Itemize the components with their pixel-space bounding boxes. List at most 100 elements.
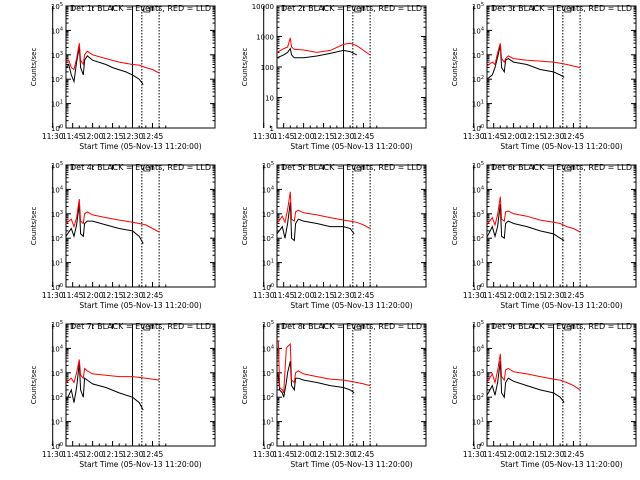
plot-frame: [486, 5, 637, 129]
panel-det-8: 10010110210310410511:3011:4512:0012:1512…: [241, 320, 427, 469]
x-tick-label: 12:15: [313, 291, 335, 300]
x-tick-label: 12:00: [293, 450, 315, 459]
plot-frame: [276, 5, 427, 129]
y-tick-label: 105: [472, 161, 484, 170]
panel-title: Det 3: BLACK = Events, RED = LLD: [491, 4, 632, 13]
bracket-marker: [564, 325, 572, 331]
plot-frame: [486, 323, 637, 447]
plot-frame: [486, 164, 637, 288]
x-tick-label: 11:45: [483, 291, 505, 300]
series-line-lld: [487, 43, 581, 69]
y-tick-label: 104: [472, 344, 484, 353]
plot-frame: [276, 164, 427, 288]
x-tick-label: 11:30: [42, 132, 64, 141]
y-tick-label: 103: [472, 51, 484, 60]
y-tick-label: 105: [472, 320, 484, 329]
y-axis-label: Counts/sec: [30, 366, 38, 405]
series-line-events: [277, 202, 355, 242]
x-tick-label: 11:45: [273, 450, 295, 459]
panel-det-9: 10010110210310410511:3011:4512:0012:1512…: [451, 320, 637, 469]
y-tick-label: 105: [262, 161, 274, 170]
panel-det-3: 10010110210310410511:3011:4512:0012:1512…: [451, 2, 637, 151]
y-tick-label: 101: [472, 100, 484, 109]
x-tick-label: 12:30: [543, 132, 565, 141]
y-tick-label: 102: [262, 234, 274, 243]
x-tick-label: 11:30: [253, 450, 275, 459]
x-tick-label: 11:45: [62, 291, 84, 300]
x-tick-label: 12:30: [543, 450, 565, 459]
x-tick-label: 11:45: [62, 450, 84, 459]
y-axis-label: Counts/sec: [451, 48, 459, 87]
panel-title: Det 9: BLACK = Events, RED = LLD: [491, 322, 632, 331]
y-tick-label: 102: [472, 393, 484, 402]
y-tick-label: 10000: [252, 3, 274, 11]
series-line-lld: [277, 191, 371, 229]
x-tick-label: 12:00: [82, 450, 104, 459]
y-tick-label: 102: [51, 75, 63, 84]
y-tick-label: 100: [261, 64, 274, 72]
x-tick-label: 12:45: [563, 291, 585, 300]
y-tick-label: 102: [472, 234, 484, 243]
y-axis-label: Counts/sec: [241, 366, 249, 405]
x-axis-label: Start Time (05-Nov-13 11:20:00): [79, 301, 201, 310]
bracket-marker: [564, 7, 572, 13]
panel-title: Det 8: BLACK = Events, RED = LLD: [281, 322, 422, 331]
x-tick-label: 12:45: [142, 450, 164, 459]
x-tick-label: 12:30: [122, 450, 144, 459]
bracket-marker: [564, 166, 572, 172]
panel-det-5: 10010110210310410511:3011:4512:0012:1512…: [241, 161, 427, 310]
panel-title: Det 5: BLACK = Events, RED = LLD: [281, 163, 422, 172]
x-tick-label: 12:30: [543, 291, 565, 300]
y-axis-label: Counts/sec: [30, 48, 38, 87]
y-tick-label: 10: [265, 95, 274, 103]
x-tick-label: 12:00: [82, 291, 104, 300]
x-axis-label: Start Time (05-Nov-13 11:20:00): [500, 301, 622, 310]
series-line-lld: [487, 353, 581, 391]
y-tick-label: 105: [51, 320, 63, 329]
y-tick-label: 101: [51, 100, 63, 109]
y-tick-label: 100: [472, 283, 484, 292]
panel-title: Det 1: BLACK = Events, RED = LLD: [70, 4, 211, 13]
y-axis-label: Counts/sec: [30, 207, 38, 246]
y-tick-label: 100: [51, 442, 63, 451]
bracket-marker: [354, 7, 362, 13]
x-tick-label: 12:45: [142, 132, 164, 141]
x-tick-label: 11:45: [483, 132, 505, 141]
x-axis-label: Start Time (05-Nov-13 11:20:00): [290, 460, 412, 469]
x-tick-label: 12:15: [523, 291, 545, 300]
series-line-lld: [66, 199, 160, 233]
y-tick-label: 100: [262, 442, 274, 451]
series-line-events: [277, 361, 355, 398]
y-axis-label: Counts/sec: [241, 48, 249, 87]
x-tick-label: 11:45: [273, 132, 295, 141]
bracket-marker: [143, 166, 151, 172]
series-line-lld: [277, 37, 371, 56]
y-tick-label: 104: [51, 344, 63, 353]
x-axis-label: Start Time (05-Nov-13 11:20:00): [79, 142, 201, 151]
y-tick-label: 103: [472, 369, 484, 378]
x-tick-label: 11:30: [42, 291, 64, 300]
x-tick-label: 12:15: [523, 450, 545, 459]
y-tick-label: 100: [262, 283, 274, 292]
x-tick-label: 12:30: [333, 450, 355, 459]
bracket-marker: [354, 166, 362, 172]
y-tick-label: 100: [51, 283, 63, 292]
x-tick-label: 12:45: [142, 291, 164, 300]
y-tick-label: 105: [51, 2, 63, 11]
y-axis-label: Counts/sec: [241, 207, 249, 246]
x-tick-label: 12:00: [82, 132, 104, 141]
x-tick-label: 11:30: [253, 291, 275, 300]
x-tick-label: 12:00: [293, 132, 315, 141]
x-tick-label: 11:30: [463, 450, 485, 459]
x-tick-label: 11:30: [463, 132, 485, 141]
x-tick-label: 11:30: [253, 132, 275, 141]
y-tick-label: 100: [472, 124, 484, 133]
series-line-events: [66, 47, 144, 85]
x-tick-label: 12:15: [102, 450, 124, 459]
x-tick-label: 11:30: [463, 291, 485, 300]
x-axis-label: Start Time (05-Nov-13 11:20:00): [290, 301, 412, 310]
y-tick-label: 103: [51, 210, 63, 219]
y-tick-label: 100: [51, 124, 63, 133]
y-tick-label: 102: [51, 393, 63, 402]
